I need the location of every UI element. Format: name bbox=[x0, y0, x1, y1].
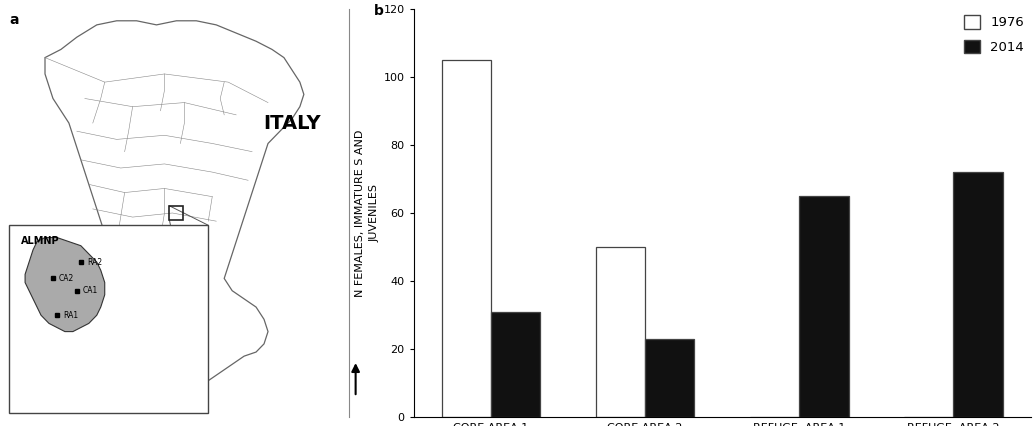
Text: RA2: RA2 bbox=[87, 258, 102, 267]
Text: CA1: CA1 bbox=[83, 286, 98, 295]
Bar bbox=[953, 172, 1003, 417]
Bar bbox=[441, 60, 491, 417]
Bar bbox=[9, 225, 208, 413]
Bar bbox=[645, 339, 694, 417]
Bar bbox=[491, 312, 541, 417]
Text: CA2: CA2 bbox=[59, 274, 75, 283]
Legend: 1976, 2014: 1976, 2014 bbox=[965, 15, 1025, 54]
Bar bbox=[799, 196, 848, 417]
Bar bbox=[596, 247, 645, 417]
Polygon shape bbox=[45, 21, 304, 393]
Text: b: b bbox=[373, 4, 383, 18]
Text: a: a bbox=[9, 13, 19, 26]
Text: ITALY: ITALY bbox=[263, 113, 321, 132]
Polygon shape bbox=[25, 238, 105, 331]
Bar bbox=[170, 206, 183, 220]
Y-axis label: N FEMALES, IMMATURE S AND
JUVENILES: N FEMALES, IMMATURE S AND JUVENILES bbox=[355, 130, 379, 296]
Text: RA1: RA1 bbox=[63, 311, 78, 320]
Text: ALMNP: ALMNP bbox=[21, 236, 60, 246]
